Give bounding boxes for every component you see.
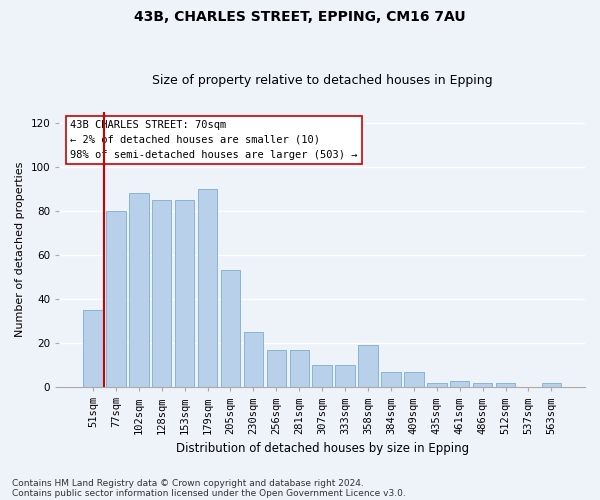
Bar — [129, 194, 149, 387]
Bar — [198, 189, 217, 387]
Text: Contains public sector information licensed under the Open Government Licence v3: Contains public sector information licen… — [12, 488, 406, 498]
Bar — [450, 380, 469, 387]
Bar — [381, 372, 401, 387]
Title: Size of property relative to detached houses in Epping: Size of property relative to detached ho… — [152, 74, 493, 87]
Bar — [335, 365, 355, 387]
Bar — [473, 382, 493, 387]
Bar — [496, 382, 515, 387]
Y-axis label: Number of detached properties: Number of detached properties — [15, 162, 25, 337]
Bar — [542, 382, 561, 387]
Bar — [266, 350, 286, 387]
Bar — [427, 382, 446, 387]
Text: 43B CHARLES STREET: 70sqm
← 2% of detached houses are smaller (10)
98% of semi-d: 43B CHARLES STREET: 70sqm ← 2% of detach… — [70, 120, 358, 160]
Text: 43B, CHARLES STREET, EPPING, CM16 7AU: 43B, CHARLES STREET, EPPING, CM16 7AU — [134, 10, 466, 24]
Text: Contains HM Land Registry data © Crown copyright and database right 2024.: Contains HM Land Registry data © Crown c… — [12, 478, 364, 488]
Bar — [244, 332, 263, 387]
Bar — [313, 365, 332, 387]
Bar — [106, 211, 125, 387]
Bar — [404, 372, 424, 387]
Bar — [358, 346, 378, 387]
Bar — [83, 310, 103, 387]
Bar — [290, 350, 309, 387]
X-axis label: Distribution of detached houses by size in Epping: Distribution of detached houses by size … — [176, 442, 469, 455]
Bar — [175, 200, 194, 387]
Bar — [221, 270, 240, 387]
Bar — [152, 200, 172, 387]
